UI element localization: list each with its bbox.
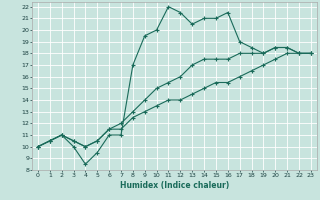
X-axis label: Humidex (Indice chaleur): Humidex (Indice chaleur) bbox=[120, 181, 229, 190]
